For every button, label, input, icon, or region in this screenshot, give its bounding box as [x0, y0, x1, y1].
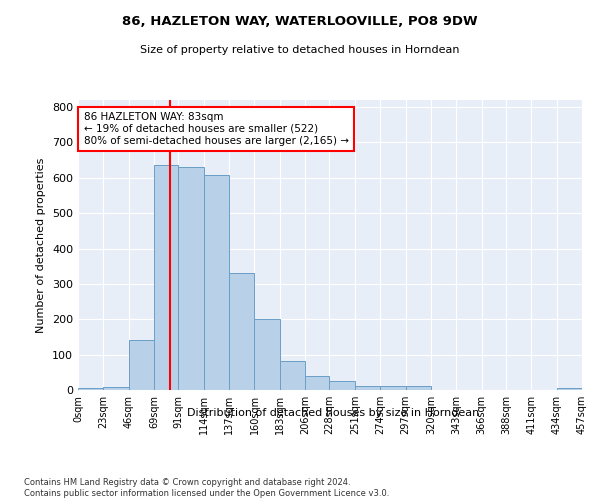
Text: 86 HAZLETON WAY: 83sqm
← 19% of detached houses are smaller (522)
80% of semi-de: 86 HAZLETON WAY: 83sqm ← 19% of detached… [83, 112, 349, 146]
Bar [380, 386, 406, 390]
Bar [280, 360, 305, 390]
Bar [254, 320, 280, 390]
Bar [103, 387, 129, 390]
Text: Size of property relative to detached houses in Horndean: Size of property relative to detached ho… [140, 45, 460, 55]
Bar [329, 381, 355, 390]
Bar [78, 388, 103, 390]
Bar [406, 386, 431, 390]
Bar [229, 274, 254, 390]
Bar [557, 388, 582, 390]
Y-axis label: Number of detached properties: Number of detached properties [37, 158, 46, 332]
Text: 86, HAZLETON WAY, WATERLOOVILLE, PO8 9DW: 86, HAZLETON WAY, WATERLOOVILLE, PO8 9DW [122, 15, 478, 28]
Bar [305, 376, 329, 390]
Bar [154, 166, 178, 390]
Bar [204, 176, 229, 390]
Text: Contains HM Land Registry data © Crown copyright and database right 2024.
Contai: Contains HM Land Registry data © Crown c… [24, 478, 389, 498]
Bar [178, 167, 204, 390]
Text: Distribution of detached houses by size in Horndean: Distribution of detached houses by size … [187, 408, 479, 418]
Bar [355, 386, 380, 390]
Bar [129, 340, 154, 390]
